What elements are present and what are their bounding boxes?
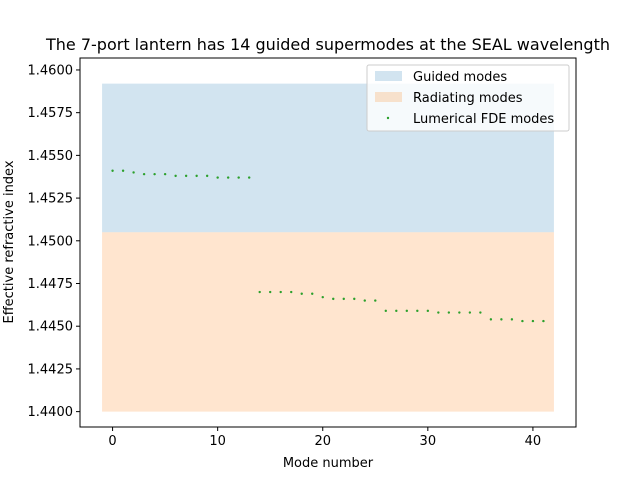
y-tick-label: 1.4600 (28, 63, 74, 78)
y-tick-label: 1.4575 (28, 106, 74, 121)
data-point (374, 299, 377, 302)
data-point (416, 309, 419, 313)
data-point (405, 309, 409, 313)
data-point (258, 290, 261, 294)
data-point (447, 311, 451, 314)
data-point (237, 176, 240, 179)
data-point (510, 318, 514, 321)
legend-label-guided: Guided modes (413, 70, 507, 85)
data-point (395, 309, 398, 313)
y-tick-label: 1.4450 (28, 320, 74, 335)
data-point (542, 319, 545, 323)
data-point (132, 171, 135, 174)
legend-swatch-guided (375, 71, 402, 81)
data-point (458, 311, 461, 314)
legend-label-fde: Lumerical FDE modes (413, 112, 554, 127)
data-point (321, 295, 324, 299)
data-point (142, 172, 146, 176)
data-point (269, 290, 272, 294)
data-point (311, 292, 314, 295)
x-tick-label: 20 (314, 434, 331, 449)
data-point (226, 176, 230, 179)
y-axis-label: Effective refractive index (2, 160, 17, 323)
y-tick-label: 1.4425 (28, 362, 74, 377)
y-tick-label: 1.4500 (28, 234, 74, 249)
data-points-layer (111, 169, 545, 323)
legend: Guided modes Radiating modes Lumerical F… (366, 64, 570, 132)
x-tick-label: 10 (209, 434, 226, 449)
legend-label-radiating: Radiating modes (413, 91, 523, 106)
data-point (384, 309, 387, 313)
data-point (363, 299, 366, 302)
data-point (353, 297, 356, 301)
data-point (163, 172, 167, 176)
data-point (279, 290, 282, 294)
y-tick-label: 1.4550 (28, 149, 74, 164)
data-point (153, 172, 156, 176)
y-axis-ticks: 1.4400 1.4425 1.4450 1.4475 1.4500 1.4525 1.45… (28, 63, 80, 420)
data-point (426, 309, 430, 313)
data-point (195, 174, 198, 178)
data-point (531, 319, 535, 323)
data-point (247, 176, 251, 179)
y-tick-label: 1.4475 (28, 277, 74, 292)
chart-title: The 7-port lantern has 14 guided supermo… (45, 35, 610, 54)
data-point (300, 292, 303, 295)
data-point (205, 174, 209, 178)
data-point (500, 318, 503, 321)
data-point (521, 319, 524, 323)
data-point (468, 311, 472, 314)
legend-box (366, 64, 570, 132)
data-point (437, 311, 440, 314)
plot-frame (79, 57, 577, 428)
data-point (290, 290, 293, 294)
legend-swatch-radiating (375, 92, 402, 102)
data-point (489, 318, 493, 321)
x-tick-label: 0 (108, 434, 116, 449)
x-tick-label: 30 (420, 434, 437, 449)
legend-marker-fde (386, 116, 390, 120)
data-point (216, 176, 219, 179)
data-point (342, 297, 345, 301)
data-point (121, 169, 125, 172)
x-tick-label: 40 (525, 434, 542, 449)
data-point (332, 297, 335, 301)
y-tick-label: 1.4525 (28, 192, 74, 207)
data-point (174, 174, 177, 178)
x-axis-ticks: 0 10 20 30 40 (108, 427, 541, 449)
data-point (184, 174, 188, 178)
data-point (111, 169, 114, 172)
x-axis-label: Mode number (283, 456, 374, 471)
region-radiating (102, 232, 554, 412)
data-point (479, 311, 482, 314)
y-tick-label: 1.4400 (28, 405, 74, 420)
region-layer (102, 83, 554, 412)
